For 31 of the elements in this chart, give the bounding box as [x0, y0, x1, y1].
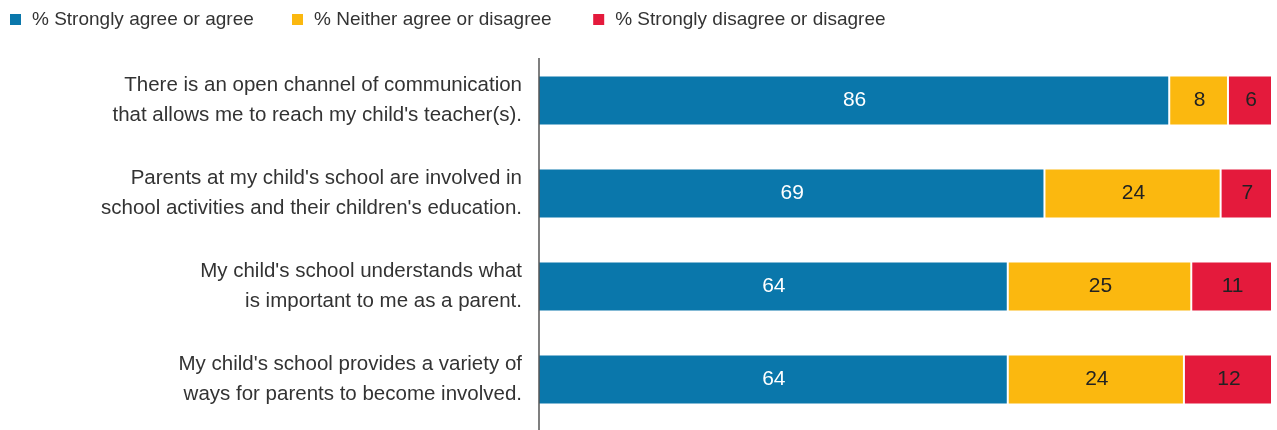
y-tick-label: My child's school understands what is important to me as a parent.: [200, 257, 523, 311]
data-label: 24: [1085, 366, 1109, 390]
data-label: 25: [1088, 273, 1113, 297]
y-tick-label: There is an open channel of communication that allows me to reach my child's teacher(s).: [112, 71, 522, 125]
bar: [1192, 262, 1271, 311]
legend-label: % Neither agree or disagree: [314, 8, 552, 29]
legend-label: % Strongly disagree or disagree: [615, 8, 886, 29]
bar: [539, 76, 1169, 125]
data-label: 7: [1241, 180, 1254, 204]
bar: [1228, 76, 1271, 125]
data-label: 8: [1193, 87, 1206, 111]
bar: [539, 355, 1007, 404]
legend-label: % Strongly agree or agree: [32, 8, 254, 29]
y-tick-label: My child's school provides a variety of ways for parents to become involved.: [178, 350, 523, 404]
data-label: 86: [842, 87, 867, 111]
bar: [1045, 169, 1220, 218]
bar: [1221, 169, 1271, 218]
bar: [539, 262, 1007, 311]
data-label: 64: [762, 273, 786, 297]
bar: [1008, 262, 1191, 311]
y-tick-label: Parents at my child's school are involved in school activities and their children's education.: [101, 164, 522, 218]
data-label: 69: [780, 180, 804, 204]
bar: [1170, 76, 1227, 125]
data-label: 11: [1221, 273, 1244, 297]
data-label: 24: [1121, 180, 1146, 204]
data-label: 6: [1245, 87, 1257, 111]
data-label: 12: [1217, 366, 1241, 390]
bar: [539, 169, 1044, 218]
data-label: 64: [762, 366, 786, 390]
bar: [1008, 355, 1183, 404]
bar: [1184, 355, 1271, 404]
